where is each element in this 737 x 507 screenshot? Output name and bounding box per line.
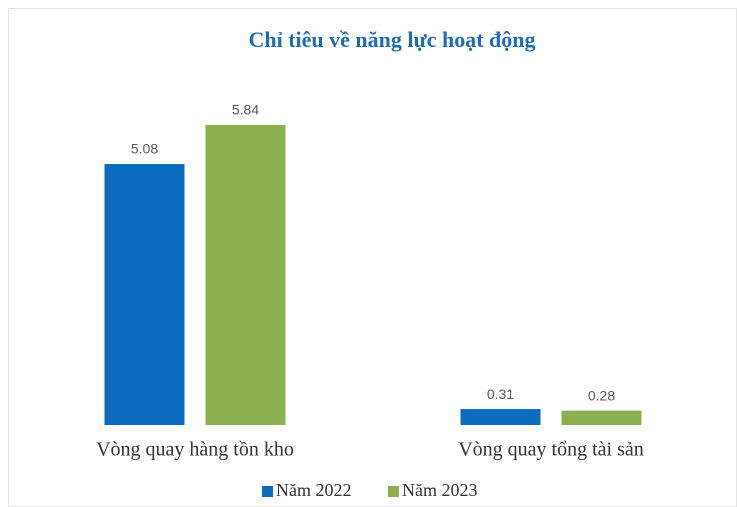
bar (104, 164, 185, 426)
legend-swatch (388, 486, 399, 497)
legend-swatch (262, 486, 273, 497)
value-label: 0.28 (588, 387, 615, 403)
x-tick-label: Vòng quay hàng tồn kho (96, 439, 294, 461)
bar (205, 125, 286, 425)
x-tick-label: Vòng quay tổng tài sản (458, 439, 644, 461)
value-label: 5.84 (232, 102, 259, 118)
value-label: 5.08 (131, 141, 158, 157)
bar (460, 409, 541, 425)
chart-title: Chỉ tiêu về năng lực hoạt động (248, 27, 535, 52)
legend-label: Năm 2023 (402, 480, 478, 500)
bar (561, 410, 642, 425)
value-label: 0.31 (487, 386, 514, 402)
legend-label: Năm 2022 (276, 480, 352, 500)
